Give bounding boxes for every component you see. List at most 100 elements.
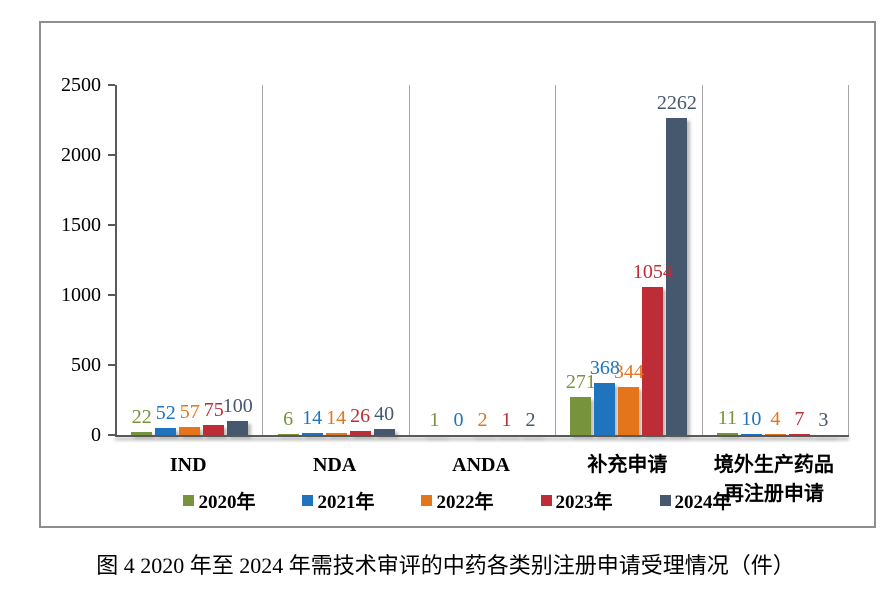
bar-group-item: 271: [566, 85, 596, 435]
bar-group-item: 75: [203, 85, 225, 435]
category-label: ANDA: [452, 454, 510, 476]
bar-value-label: 40: [374, 403, 395, 426]
bar: [594, 383, 616, 435]
bar-value-label: 57: [179, 401, 200, 424]
bar: [325, 433, 347, 435]
y-axis-tick-label: 2500: [61, 74, 101, 96]
bar: [618, 386, 640, 435]
bar-group-item: 22: [131, 85, 153, 435]
y-axis-tick-label: 0: [91, 424, 101, 446]
bar-value-label: 0: [453, 409, 464, 431]
category-label: 补充申请: [587, 454, 668, 476]
bar-value-label: 7: [794, 408, 805, 431]
bar-value-label: 2262: [656, 92, 697, 115]
bar-value-label: 344: [613, 360, 644, 383]
legend-label: 2021年: [317, 492, 375, 513]
y-axis-tick-mark: [108, 224, 115, 226]
category-label: IND: [169, 454, 207, 476]
bar-group-item: 14: [301, 85, 323, 435]
chart-box: 0 500 1000 1500 2000 2500 22 52 57 75 100 6 14 14 26 4…: [39, 21, 876, 528]
bar: [764, 434, 786, 435]
category-panel-5: 11 10 4 7 3: [703, 85, 850, 435]
legend: 2020年 2021年 2022年 2023年 2024年: [41, 487, 874, 514]
bar-group-item: 40: [373, 85, 395, 435]
bar: [349, 431, 371, 435]
legend-swatch-icon: [659, 495, 671, 506]
legend-swatch-icon: [540, 495, 552, 506]
bar: [301, 433, 323, 435]
bar: [277, 434, 299, 435]
category-panel-1: 22 52 57 75 100: [117, 85, 264, 435]
bar-group-item: 7: [788, 85, 810, 435]
bar-group-item: 26: [349, 85, 371, 435]
legend-item: 2023年: [540, 487, 613, 514]
bar-group-item: 4: [764, 85, 786, 435]
y-axis-tick-mark: [108, 84, 115, 86]
plot-area: 22 52 57 75 100 6 14 14 26 40 1 0 2 1 2 271 368 344 1054 22…: [115, 85, 850, 437]
bar-group-item: 14: [325, 85, 347, 435]
bar-group-item: 344: [614, 85, 644, 435]
bar-value-label: 52: [155, 401, 176, 424]
bar: [179, 427, 201, 435]
bar: [570, 397, 592, 435]
category-panel-2: 6 14 14 26 40: [263, 85, 410, 435]
bar: [788, 434, 810, 435]
bar-group-item: 52: [155, 85, 177, 435]
bar-value-label: 100: [222, 395, 253, 417]
bar-value-label: 14: [302, 407, 323, 430]
bar: [203, 424, 225, 435]
bar-value-label: 22: [131, 405, 152, 428]
y-axis-tick-mark: [108, 434, 115, 436]
y-axis-tick-mark: [108, 364, 115, 366]
y-axis-tick-mark: [108, 294, 115, 296]
bar: [227, 421, 249, 435]
bar: [155, 427, 177, 435]
bar-group-item: 0: [448, 85, 469, 435]
bar-value-label: 6: [283, 408, 294, 431]
bar-group-item: 368: [590, 85, 620, 435]
bar-group-item: 2: [472, 85, 494, 435]
legend-swatch-icon: [302, 495, 314, 506]
bar-value-label: 10: [741, 407, 762, 430]
bar-value-label: 1: [429, 408, 440, 431]
bar-group-item: 100: [223, 85, 253, 435]
category-panels: 22 52 57 75 100 6 14 14 26 40 1 0 2 1 2 271 368 344 1054 22…: [117, 85, 850, 435]
bar-group-item: 1054: [633, 85, 673, 435]
category-panel-4: 271 368 344 1054 2262: [556, 85, 703, 435]
bar-value-label: 14: [326, 407, 347, 430]
legend-label: 2020年: [198, 492, 256, 513]
legend-item: 2020年: [183, 487, 255, 514]
bar-value-label: 4: [770, 408, 781, 431]
bar-value-label: 26: [350, 405, 371, 428]
bar-value-label: 271: [565, 371, 596, 394]
y-axis-tick-label: 500: [71, 354, 101, 376]
y-axis-tick-label: 1000: [61, 284, 101, 306]
bar-group-item: 1: [424, 85, 446, 435]
bar-group-item: 3: [812, 85, 834, 435]
bar-group-item: 2: [520, 85, 542, 435]
legend-item: 2022年: [421, 487, 494, 514]
bar-group-item: 11: [716, 85, 738, 435]
bar-group-item: 57: [179, 85, 201, 435]
legend-label: 2022年: [436, 492, 494, 513]
legend-item: 2024年: [659, 487, 732, 514]
bar: [666, 118, 688, 435]
bar-value-label: 368: [589, 357, 620, 380]
bar: [131, 431, 153, 435]
bar-group-item: 6: [277, 85, 299, 435]
bar: [716, 433, 738, 435]
bar: [373, 429, 395, 435]
bar-value-label: 1: [501, 408, 512, 431]
bar-value-label: 3: [818, 408, 829, 431]
y-axis-tick-mark: [108, 154, 115, 156]
legend-label: 2024年: [674, 492, 732, 513]
category-axis-labels: IND NDA ANDA 补充申请 境外生产药品 再注册申请: [115, 451, 847, 509]
bar-value-label: 2: [525, 408, 536, 431]
legend-swatch-icon: [183, 495, 195, 506]
bar-value-label: 1054: [632, 261, 673, 284]
bar-group-item: 1: [496, 85, 518, 435]
bar-value-label: 2: [477, 408, 488, 431]
category-label: 境外生产药品 再注册申请: [713, 454, 834, 505]
